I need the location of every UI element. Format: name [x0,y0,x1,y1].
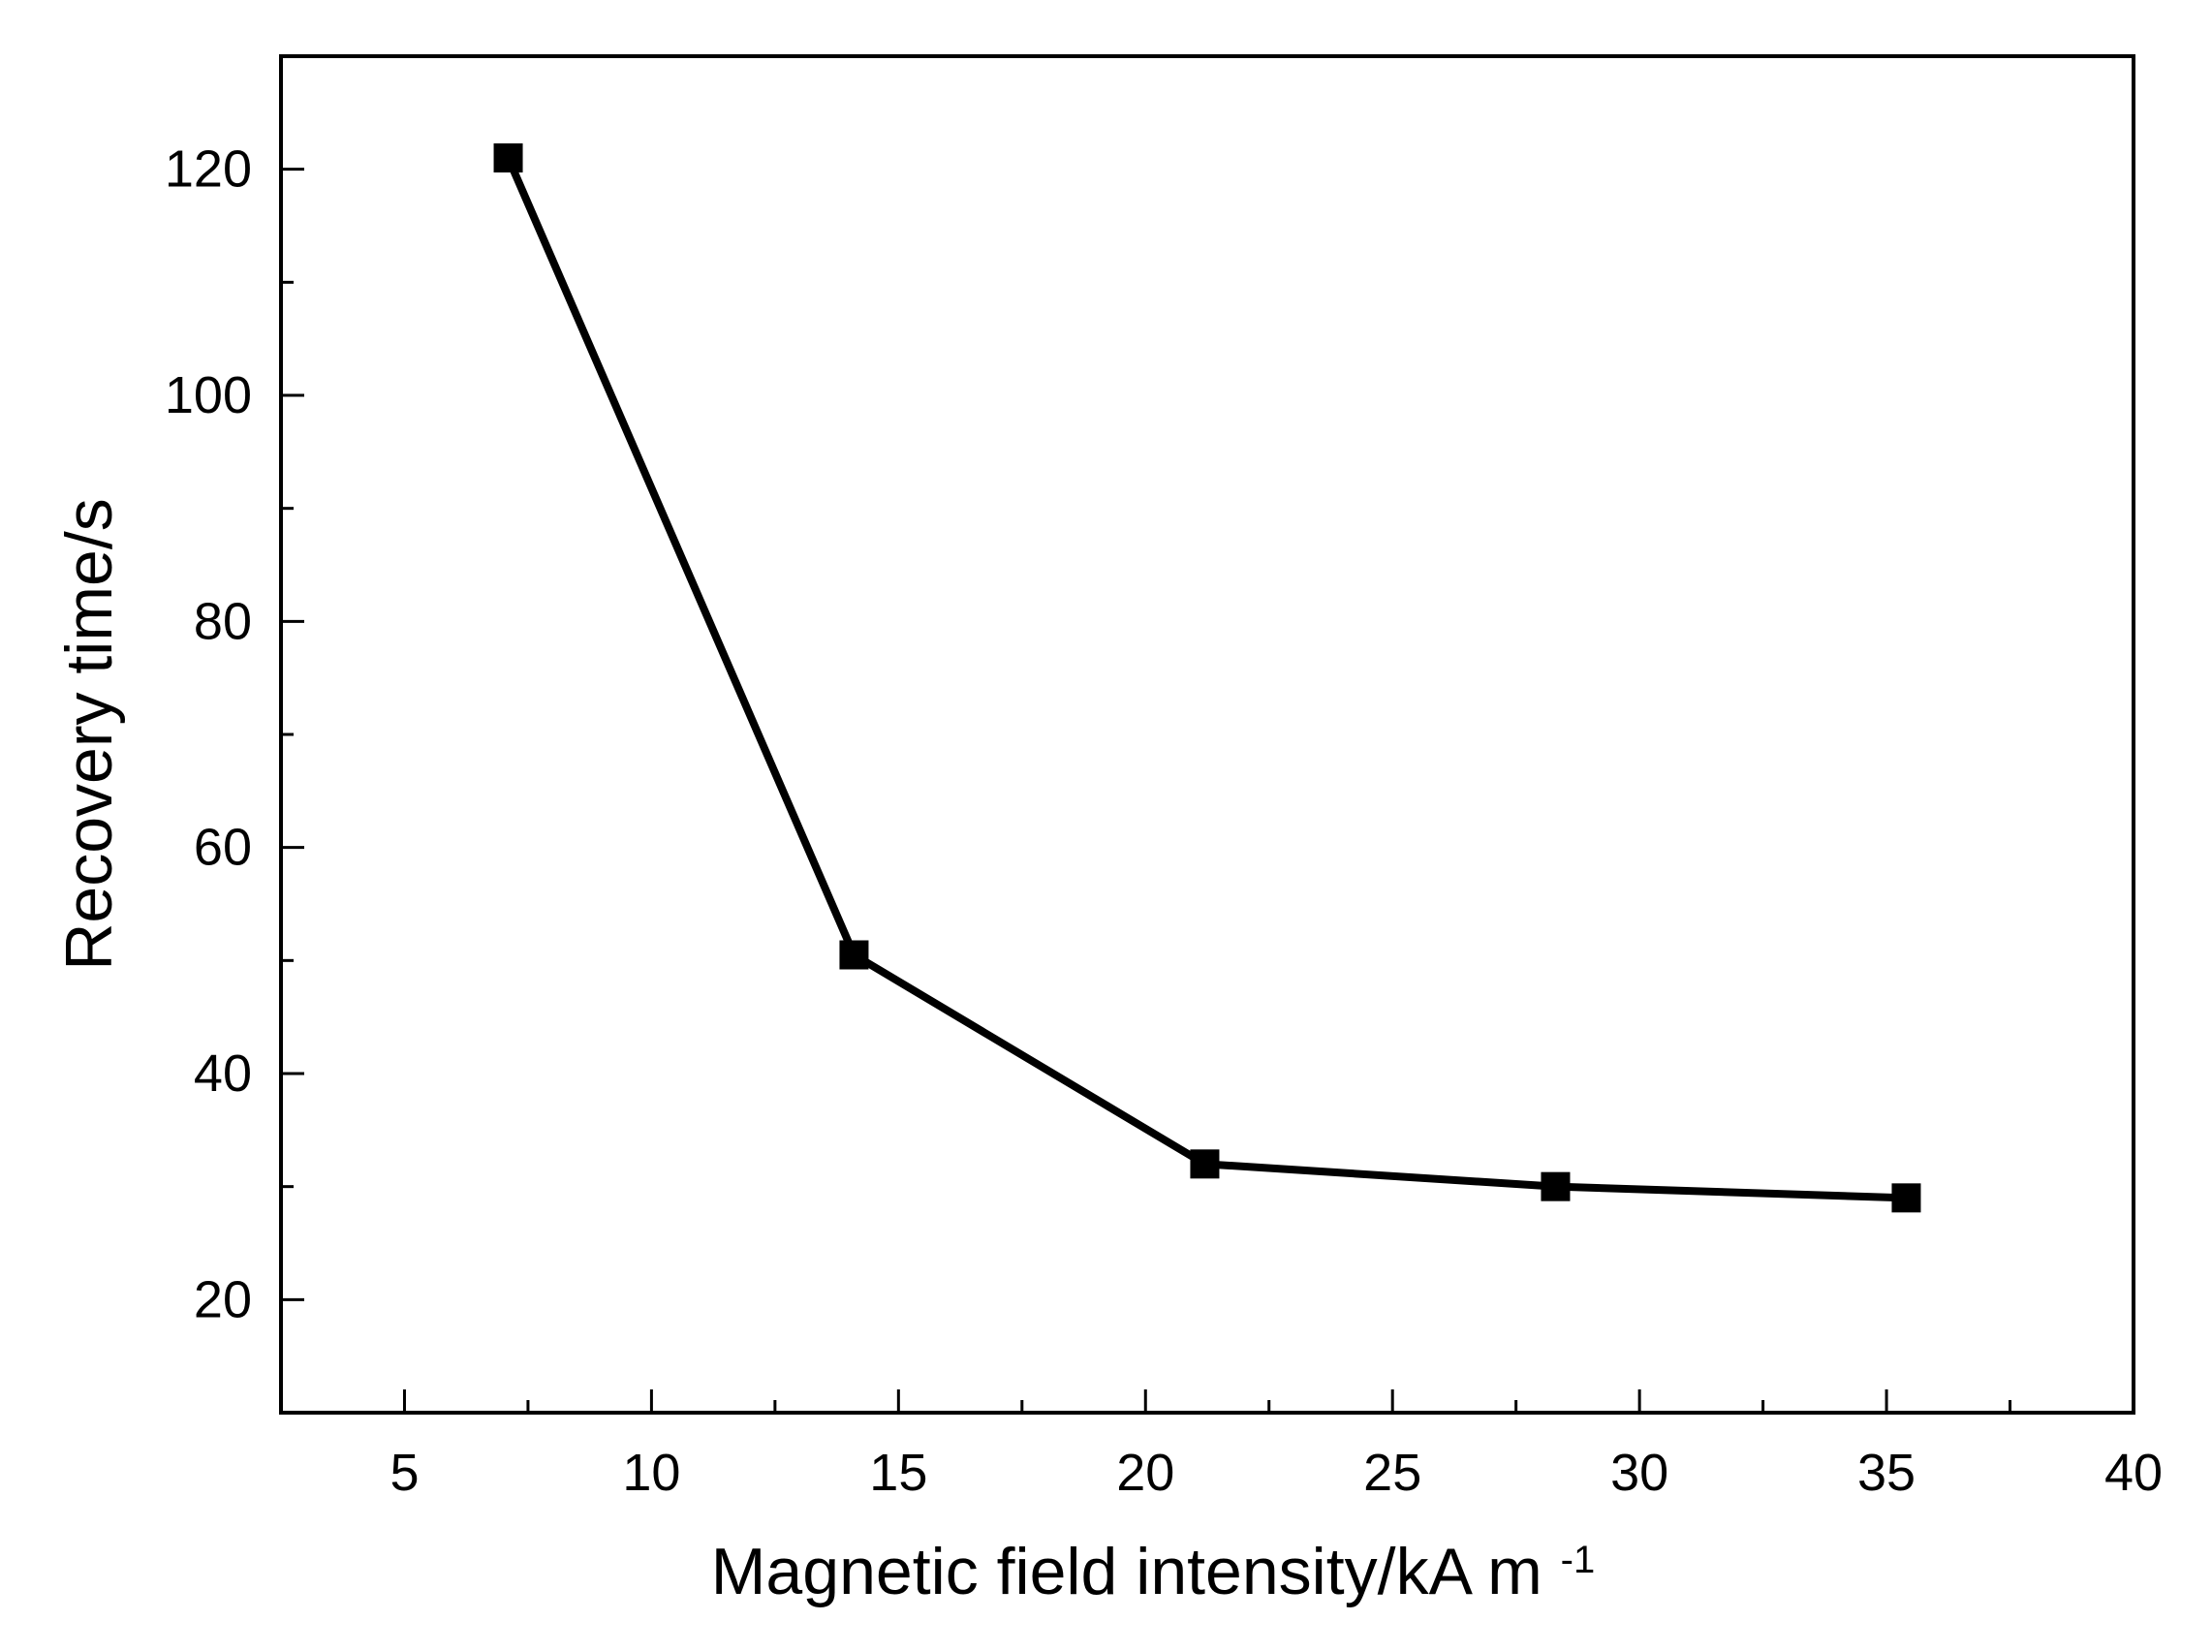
x-tick-label: 15 [869,1444,927,1502]
x-tick-label: 35 [1857,1444,1916,1502]
y-tick-label: 80 [194,592,252,650]
data-point [1891,1183,1921,1213]
series-line [504,154,1911,1202]
x-tick-label: 30 [1610,1444,1668,1502]
y-axis: 20 40 60 80 100 120 [165,140,304,1328]
plot-frame [279,54,2135,1415]
x-axis-label: Magnetic field intensity/kA m -1 [711,1535,1595,1608]
x-tick-label: 40 [2104,1444,2163,1502]
x-tick-label: 10 [622,1444,680,1502]
y-tick-label: 60 [194,819,252,877]
y-tick-label: 40 [194,1044,252,1103]
x-tick-label: 5 [389,1444,419,1502]
x-axis: 5 10 15 20 25 30 35 40 [389,1389,2163,1502]
x-tick-label: 25 [1363,1444,1421,1502]
x-axis-label-main: Magnetic field intensity/kA m [711,1535,1542,1608]
data-point [493,143,523,172]
data-point [1541,1171,1571,1201]
y-tick-label: 20 [194,1270,252,1328]
y-axis-label: Recovery time/s [52,498,126,970]
y-tick-label: 100 [165,366,252,424]
x-tick-label: 20 [1116,1444,1174,1502]
data-point [1190,1149,1220,1179]
y-tick-label: 120 [165,140,252,199]
series-group [493,143,1921,1213]
data-point [839,940,869,970]
x-axis-label-superscript: -1 [1561,1539,1596,1581]
